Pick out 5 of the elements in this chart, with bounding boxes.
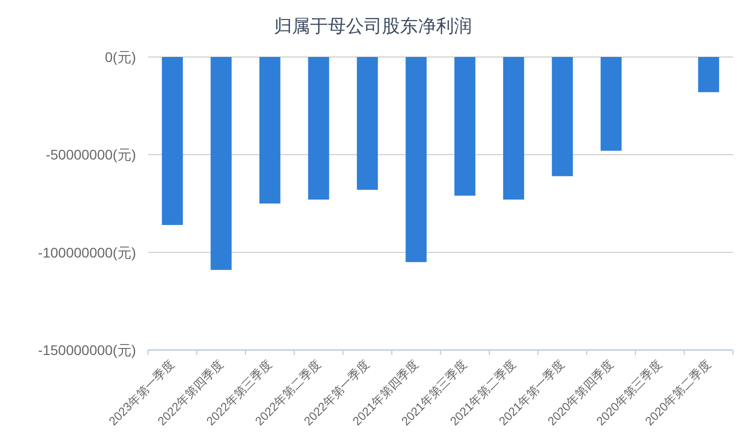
- y-tick-label: 0(元): [104, 49, 136, 65]
- y-tick-label: -150000000(元): [38, 342, 136, 358]
- y-tick-label: -100000000(元): [38, 244, 136, 260]
- chart-title: 归属于母公司股东净利润: [274, 16, 472, 36]
- y-tick-label: -50000000(元): [46, 146, 136, 163]
